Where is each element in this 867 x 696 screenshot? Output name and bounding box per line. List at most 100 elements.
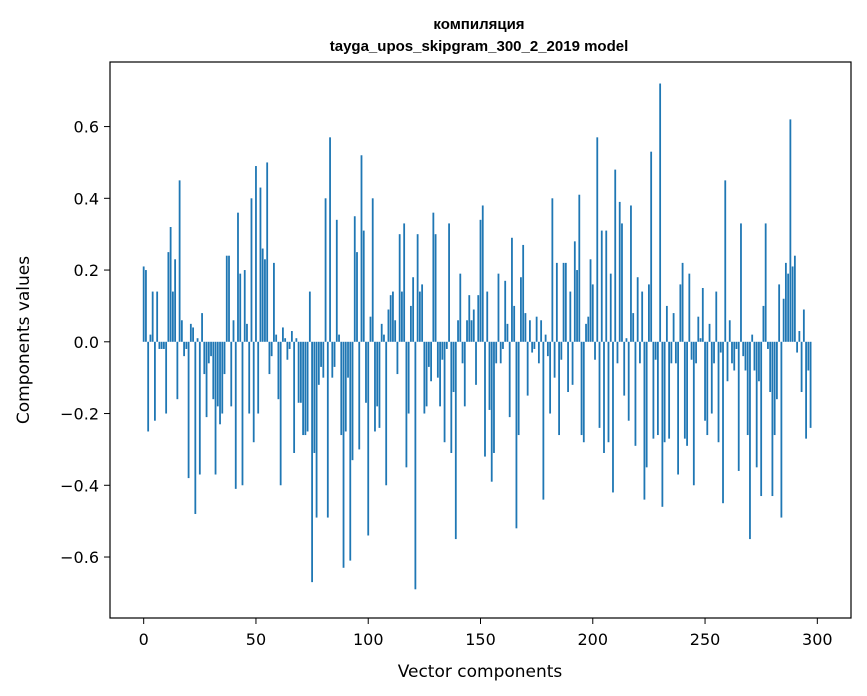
bar-146 (470, 320, 473, 342)
bar-275 (760, 341, 763, 497)
bar-68 (295, 338, 298, 342)
bar-200 (591, 284, 594, 342)
x-tick-label-150: 150 (465, 630, 496, 649)
bar-202 (596, 137, 599, 342)
bar-55 (266, 162, 269, 342)
bar-63 (284, 338, 287, 342)
bar-220 (636, 277, 639, 342)
bar-37 (225, 255, 228, 342)
bar-287 (787, 273, 790, 342)
bar-222 (641, 291, 644, 342)
bar-257 (719, 341, 722, 353)
bar-250 (704, 341, 706, 421)
bar-289 (791, 266, 794, 342)
bar-221 (639, 341, 641, 364)
bar-235 (670, 341, 673, 364)
bar-80 (322, 341, 325, 378)
bar-35 (221, 341, 224, 414)
bar-95 (356, 252, 358, 342)
bar-73 (306, 341, 309, 432)
bar-49 (252, 341, 255, 443)
bar-54 (264, 259, 266, 342)
bar-174 (533, 341, 536, 349)
bar-41 (234, 341, 237, 489)
bar-44 (241, 341, 244, 486)
bar-126 (425, 341, 428, 407)
bar-143 (463, 341, 466, 407)
bar-206 (605, 230, 608, 342)
bar-22 (192, 327, 194, 342)
y-tick-label-0: −0.6 (60, 548, 99, 567)
bar-21 (189, 323, 192, 342)
bar-230 (659, 83, 662, 342)
bar-157 (495, 341, 498, 364)
bar-53 (261, 248, 264, 342)
bar-182 (551, 198, 554, 342)
bar-262 (731, 341, 733, 364)
bar-176 (537, 341, 540, 364)
bar-76 (313, 341, 316, 453)
bar-247 (697, 316, 700, 342)
bar-159 (499, 341, 502, 364)
bar-118 (407, 341, 410, 414)
bar-238 (677, 341, 679, 475)
bar-268 (744, 341, 747, 371)
bar-4 (151, 291, 154, 342)
bar-109 (387, 309, 390, 342)
bar-91 (347, 341, 349, 378)
bar-271 (751, 334, 754, 342)
bar-169 (522, 244, 525, 342)
bar-232 (663, 341, 666, 443)
bar-72 (304, 341, 307, 436)
chart-title-line-2: tayga_upos_skipgram_300_2_2019 model (330, 38, 629, 55)
bar-50 (255, 166, 257, 342)
bar-52 (259, 187, 262, 342)
bar-280 (771, 341, 774, 497)
bar-227 (652, 341, 655, 439)
bar-115 (401, 291, 403, 342)
y-tick-label-2: −0.2 (60, 405, 99, 424)
bar-56 (268, 341, 271, 375)
bar-108 (385, 341, 388, 486)
bar-86 (335, 219, 338, 342)
bar-269 (746, 341, 749, 436)
bar-240 (681, 262, 684, 342)
bar-10 (165, 341, 168, 414)
bar-177 (540, 320, 543, 342)
bar-25 (198, 341, 201, 475)
bar-58 (273, 262, 275, 342)
bar-153 (486, 291, 489, 342)
bar-70 (299, 341, 302, 403)
bar-267 (742, 341, 745, 357)
bar-231 (661, 341, 664, 507)
bar-213 (621, 223, 623, 342)
bar-45 (243, 270, 246, 342)
bar-225 (648, 284, 650, 342)
bar-51 (257, 341, 260, 414)
bar-246 (695, 341, 697, 364)
y-tick-label-3: 0.0 (74, 333, 99, 352)
bar-277 (764, 223, 767, 342)
chart-title-line-1: компиляция (433, 16, 524, 33)
bar-295 (805, 341, 807, 439)
bar-224 (645, 341, 648, 468)
x-tick-label-0: 0 (139, 630, 149, 649)
bar-144 (466, 320, 468, 342)
bar-1 (145, 270, 147, 342)
bar-16 (178, 180, 181, 342)
bar-6 (156, 291, 159, 342)
bar-125 (423, 341, 426, 414)
bar-128 (430, 341, 432, 382)
bar-32 (214, 341, 217, 475)
bar-291 (796, 341, 799, 353)
bar-106 (380, 323, 383, 342)
bar-39 (230, 341, 233, 407)
bar-101 (369, 316, 372, 342)
bar-252 (708, 323, 711, 342)
bar-122 (416, 234, 419, 342)
bar-36 (223, 341, 226, 375)
bar-186 (560, 341, 563, 360)
bar-77 (315, 341, 318, 518)
bar-245 (692, 341, 695, 486)
bar-203 (598, 341, 601, 428)
